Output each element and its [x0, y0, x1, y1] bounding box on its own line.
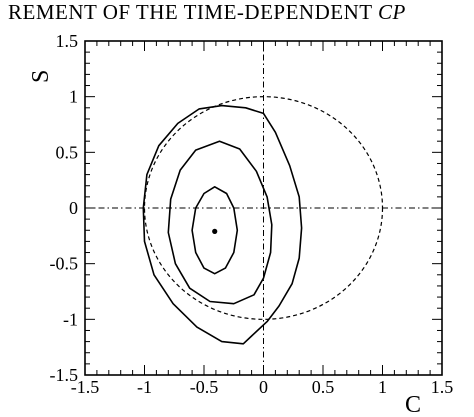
y-tick-label-m1p5: -1.5: [50, 365, 79, 385]
contours-layer: [142, 104, 303, 345]
y-tick-label-1: 1: [69, 87, 78, 107]
ticks-layer: [84, 40, 443, 376]
x-tick-label-m1p5: -1.5: [71, 377, 100, 397]
y-tick-label-0: 0: [69, 198, 78, 218]
best-fit-point: [212, 228, 218, 234]
tick-labels-layer: -1.5 -1 -0.5 0 0.5 1 1.5 -1.5 -1 -0.5 0 0.5 1 1.5: [50, 31, 454, 397]
x-axis-label: C: [405, 392, 421, 417]
x-tick-label-0: 0: [259, 377, 268, 397]
reference-lines-layer: [85, 41, 442, 375]
x-tick-label-1p5: 1.5: [431, 377, 454, 397]
x-tick-label-m1: -1: [137, 377, 152, 397]
contour-3: [142, 104, 303, 345]
x-tick-label-m0p5: -0.5: [190, 377, 219, 397]
x-tick-label-0p5: 0.5: [312, 377, 335, 397]
y-tick-label-m0p5: -0.5: [50, 254, 79, 274]
contour-2: [167, 140, 273, 305]
x-tick-label-1: 1: [378, 377, 387, 397]
header-text-italic: CP: [377, 0, 406, 24]
y-axis-label: S: [28, 70, 54, 83]
header-text-main: REMENT OF THE TIME-DEPENDENT: [8, 0, 378, 24]
best-fit-layer: [212, 228, 218, 234]
y-tick-label-0p5: 0.5: [56, 142, 79, 162]
contour-1: [191, 186, 239, 275]
y-tick-label-m1: -1: [63, 309, 78, 329]
y-tick-label-1p5: 1.5: [56, 31, 79, 51]
page-header-text: REMENT OF THE TIME-DEPENDENT CP: [8, 0, 474, 30]
